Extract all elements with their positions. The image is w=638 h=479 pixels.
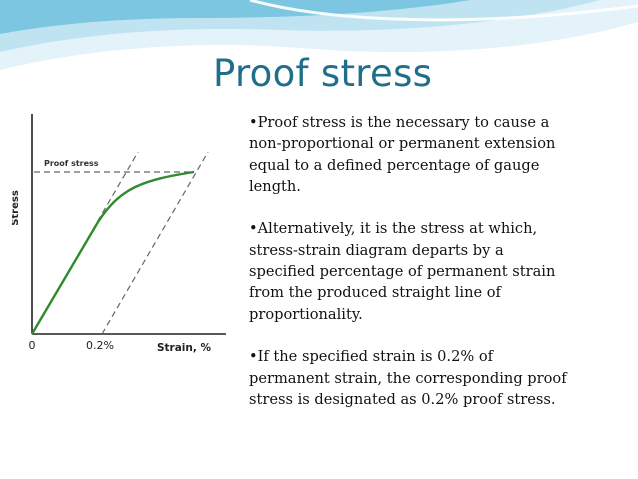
paragraph-definition: •Proof stress is the necessary to cause … bbox=[249, 114, 556, 195]
wave-highlight bbox=[249, 0, 638, 22]
offset-label: 0.2% bbox=[86, 339, 114, 352]
offset-dashed-line bbox=[101, 151, 209, 335]
diagram-background bbox=[12, 108, 234, 358]
wave-dark bbox=[0, 0, 470, 34]
y-axis-label: Stress bbox=[12, 190, 21, 226]
header-wave-decoration bbox=[0, 0, 638, 70]
paragraph-designation: •If the specified strain is 0.2% of perm… bbox=[249, 348, 567, 408]
stress-strain-diagram: Stress Proof stress 0 0.2% Strain, % bbox=[12, 108, 234, 358]
proof-stress-label: Proof stress bbox=[44, 159, 99, 168]
paragraph-alternative: •Alternatively, it is the stress at whic… bbox=[249, 220, 556, 323]
origin-label: 0 bbox=[29, 339, 36, 352]
stress-strain-curve bbox=[30, 170, 195, 335]
x-axis-label: Strain, % bbox=[157, 342, 212, 354]
slide-title: Proof stress bbox=[213, 52, 433, 95]
slide-body: •Proof stress is the necessary to cause … bbox=[249, 112, 569, 431]
